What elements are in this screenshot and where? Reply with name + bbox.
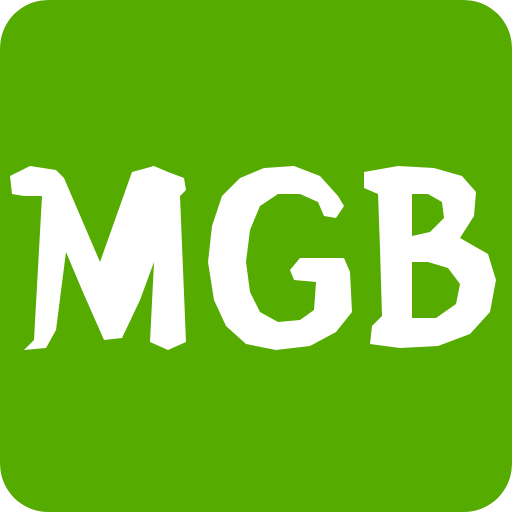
logo-letter-m bbox=[10, 166, 186, 350]
logo-letter-b bbox=[364, 166, 496, 348]
logo-wordmark bbox=[10, 166, 496, 350]
logo-letter-g bbox=[208, 166, 352, 350]
